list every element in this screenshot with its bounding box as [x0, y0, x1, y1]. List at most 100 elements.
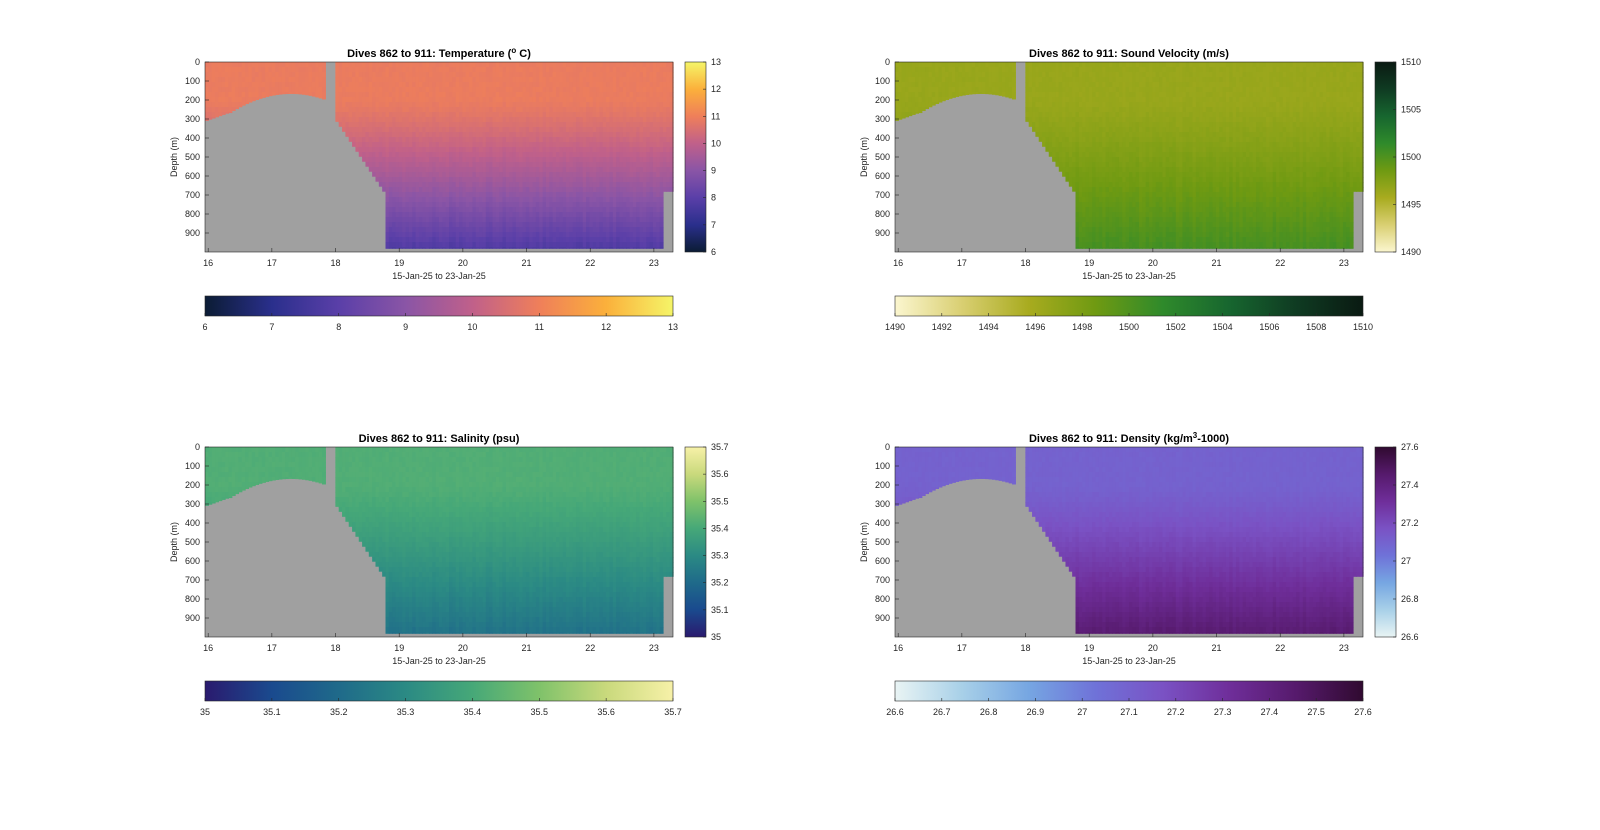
- heatmap-cell: [1085, 87, 1090, 93]
- heatmap-cell: [215, 67, 219, 73]
- heatmap-cell: [352, 72, 357, 78]
- heatmap-cell: [1062, 82, 1067, 88]
- heatmap-cell: [549, 142, 554, 148]
- heatmap-cell: [522, 67, 527, 73]
- heatmap-cell: [472, 82, 477, 88]
- heatmap-cell: [1085, 207, 1090, 213]
- heatmap-cell: [529, 132, 534, 138]
- heatmap-cell: [509, 147, 514, 153]
- heatmap-cell: [612, 102, 617, 108]
- heatmap-cell: [388, 127, 393, 133]
- heatmap-cell: [642, 177, 647, 183]
- heatmap-cell: [532, 92, 537, 98]
- heatmap-cell: [1065, 122, 1070, 128]
- heatmap-cell: [492, 217, 497, 223]
- heatmap-cell: [629, 157, 634, 163]
- heatmap-cell: [479, 232, 484, 238]
- heatmap-cell: [666, 82, 671, 88]
- heatmap-cell: [911, 82, 916, 88]
- heatmap-cell: [385, 67, 390, 73]
- heatmap-cell: [1095, 132, 1100, 138]
- heatmap-cell: [1115, 102, 1120, 108]
- heatmap-cell: [499, 172, 504, 178]
- heatmap-cell: [372, 122, 377, 128]
- heatmap-cell: [579, 222, 584, 228]
- heatmap-cell: [642, 137, 647, 143]
- heatmap-cell: [656, 137, 661, 143]
- heatmap-cell: [1095, 222, 1100, 228]
- heatmap-cell: [425, 77, 430, 83]
- heatmap-cell: [415, 192, 420, 198]
- heatmap-cell: [542, 112, 547, 118]
- heatmap-cell: [1088, 137, 1093, 143]
- heatmap-cell: [599, 137, 604, 143]
- heatmap-cell: [626, 117, 631, 123]
- heatmap-cell: [646, 132, 651, 138]
- heatmap-cell: [472, 242, 477, 248]
- heatmap-cell: [275, 67, 280, 73]
- heatmap-cell: [1102, 207, 1107, 213]
- heatmap-cell: [622, 87, 627, 93]
- heatmap-cell: [1105, 137, 1110, 143]
- heatmap-cell: [579, 217, 584, 223]
- heatmap-cell: [378, 122, 383, 128]
- heatmap-cell: [445, 97, 450, 103]
- heatmap-cell: [322, 62, 326, 68]
- heatmap-cell: [552, 92, 557, 98]
- heatmap-cell: [559, 77, 564, 83]
- heatmap-cell: [402, 177, 407, 183]
- heatmap-cell: [1065, 87, 1070, 93]
- heatmap-cell: [1068, 152, 1073, 158]
- heatmap-cell: [522, 187, 527, 193]
- heatmap-cell: [599, 107, 604, 113]
- heatmap-cell: [432, 107, 437, 113]
- heatmap-cell: [469, 142, 474, 148]
- heatmap-cell: [265, 62, 270, 68]
- heatmap-cell: [1102, 97, 1107, 103]
- heatmap-cell: [365, 162, 370, 167]
- heatmap-cell: [479, 127, 484, 133]
- heatmap-cell: [425, 162, 430, 168]
- heatmap-cell: [492, 177, 497, 183]
- heatmap-cell: [626, 112, 631, 118]
- heatmap-cell: [512, 152, 517, 158]
- heatmap-cell: [589, 242, 594, 248]
- heatmap-cell: [522, 72, 527, 78]
- heatmap-cell: [509, 72, 514, 78]
- heatmap-cell: [462, 197, 467, 203]
- heatmap-cell: [499, 167, 504, 173]
- heatmap-cell: [502, 222, 507, 228]
- heatmap-cell: [405, 142, 410, 148]
- heatmap-cell: [552, 212, 557, 218]
- heatmap-cell: [612, 242, 617, 248]
- heatmap-cell: [509, 247, 514, 249]
- heatmap-cell: [622, 112, 627, 118]
- heatmap-cell: [1078, 72, 1083, 78]
- heatmap-cell: [375, 147, 380, 153]
- hcolorbar-tick-label: 13: [668, 322, 678, 332]
- heatmap-cell: [385, 242, 390, 248]
- heatmap-cell: [368, 77, 373, 83]
- heatmap-cell: [445, 172, 450, 178]
- heatmap-cell: [985, 92, 990, 95]
- heatmap-cell: [539, 82, 544, 88]
- heatmap-cell: [1112, 107, 1117, 113]
- heatmap-cell: [485, 102, 490, 108]
- heatmap-cell: [392, 117, 397, 123]
- heatmap-cell: [1092, 182, 1097, 188]
- heatmap-cell: [1078, 197, 1083, 203]
- heatmap-cell: [311, 82, 316, 88]
- heatmap-cell: [418, 152, 423, 158]
- heatmap-cell: [1088, 192, 1093, 198]
- heatmap-cell: [1085, 162, 1090, 168]
- heatmap-cell: [662, 137, 667, 143]
- heatmap-cell: [542, 187, 547, 193]
- heatmap-cell: [1035, 107, 1040, 113]
- heatmap-cell: [669, 117, 674, 123]
- heatmap-cell: [649, 217, 654, 223]
- heatmap-cell: [422, 227, 427, 233]
- heatmap-cell: [532, 117, 537, 123]
- heatmap-cell: [965, 92, 970, 95]
- heatmap-cell: [566, 197, 570, 203]
- heatmap-cell: [666, 187, 671, 192]
